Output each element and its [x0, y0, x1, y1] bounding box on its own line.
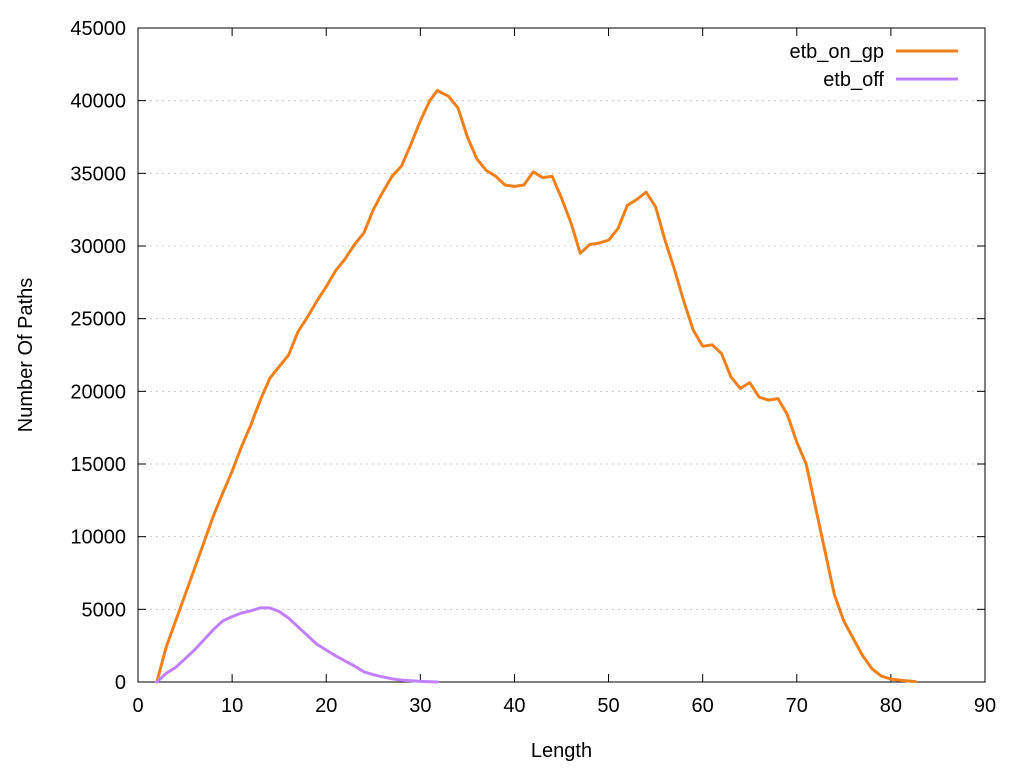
y-tick-label: 35000: [70, 163, 126, 185]
x-tick-label: 20: [315, 695, 337, 717]
legend-label: etb_off: [823, 69, 884, 91]
y-axis-title: Number Of Paths: [15, 278, 37, 433]
y-tick-label: 30000: [70, 236, 126, 258]
x-tick-label: 80: [880, 695, 902, 717]
y-tick-label: 5000: [82, 599, 127, 621]
axis-layer: 0 10 20 30 40 50 60 70 80 90 0 5000 10000 15000 20000 2…: [70, 18, 996, 717]
y-tick-label: 20000: [70, 381, 126, 403]
x-tick-label: 40: [503, 695, 525, 717]
y-tick-label: 10000: [70, 527, 126, 549]
legend: etb_on_gp etb_off: [789, 41, 958, 91]
x-tick-label: 90: [974, 695, 996, 717]
y-tick-label: 40000: [70, 91, 126, 113]
x-tick-label: 60: [692, 695, 714, 717]
x-axis-title: Length: [531, 740, 592, 762]
y-tick-label: 0: [115, 672, 126, 694]
series-layer: [155, 89, 917, 684]
y-tick-label: 45000: [70, 18, 126, 40]
plot-frame: [137, 27, 986, 683]
y-tick-label: 25000: [70, 309, 126, 331]
x-tick-label: 70: [786, 695, 808, 717]
series-line-etb-on-gp: [155, 89, 917, 684]
grid-layer: [138, 100, 985, 610]
series-line-etb-off: [155, 606, 439, 684]
legend-item-etb-off: etb_off: [823, 69, 958, 91]
x-tick-label: 30: [409, 695, 431, 717]
y-tick-label: 15000: [70, 454, 126, 476]
x-tick-label: 10: [221, 695, 243, 717]
x-tick-label: 50: [597, 695, 619, 717]
legend-item-etb-on-gp: etb_on_gp: [789, 41, 958, 63]
legend-label: etb_on_gp: [789, 41, 884, 63]
x-tick-label: 0: [132, 695, 143, 717]
